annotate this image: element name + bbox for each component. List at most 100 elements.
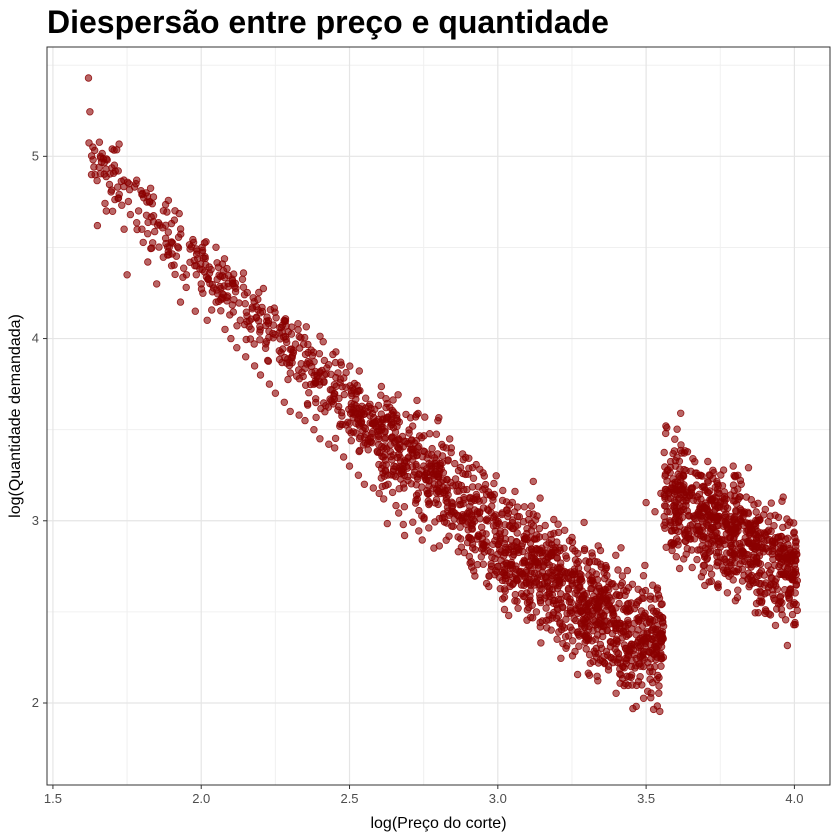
scatter-point — [636, 673, 644, 681]
scatter-point — [672, 508, 680, 516]
scatter-point — [451, 459, 459, 468]
scatter-point — [201, 260, 210, 269]
scatter-point — [395, 444, 403, 452]
scatter-point — [113, 183, 122, 191]
scatter-point — [488, 502, 496, 510]
scatter-point — [521, 573, 529, 582]
scatter-point — [524, 516, 533, 524]
scatter-point — [480, 472, 488, 480]
scatter-point — [488, 553, 496, 561]
scatter-point — [593, 558, 601, 566]
scatter-point — [761, 606, 770, 614]
scatter-point — [416, 432, 424, 440]
scatter-point — [125, 185, 134, 194]
scatter-point — [134, 207, 143, 215]
scatter-point — [438, 452, 447, 460]
scatter-point — [342, 368, 350, 377]
scatter-point — [520, 503, 529, 511]
scatter-point — [246, 335, 255, 343]
scatter-point — [599, 621, 607, 629]
scatter-point — [261, 344, 270, 352]
scatter-point — [446, 435, 454, 443]
scatter-point — [693, 555, 701, 564]
scatter-point — [280, 398, 288, 406]
scatter-point — [377, 382, 386, 391]
scatter-point — [553, 573, 561, 582]
scatter-point — [767, 499, 775, 507]
scatter-point — [648, 678, 657, 687]
scatter-point — [465, 552, 473, 561]
scatter-point — [580, 518, 588, 527]
scatter-point — [623, 600, 631, 608]
scatter-point — [731, 553, 739, 561]
scatter-point — [515, 568, 523, 576]
scatter-point — [663, 477, 671, 485]
scatter-point — [362, 394, 370, 402]
scatter-point — [107, 186, 116, 194]
scatter-point — [174, 244, 183, 252]
scatter-point — [208, 280, 216, 289]
scatter-point — [458, 517, 466, 525]
scatter-point — [203, 316, 211, 324]
scatter-point — [179, 264, 188, 272]
scatter-point — [747, 496, 755, 504]
scatter-point — [770, 522, 778, 530]
scatter-point — [621, 644, 630, 652]
scatter-point — [617, 581, 625, 590]
scatter-point — [768, 574, 776, 582]
scatter-point — [541, 521, 549, 530]
scatter-point — [647, 655, 655, 663]
scatter-point — [554, 520, 562, 528]
scatter-point — [305, 389, 313, 397]
scatter-point — [465, 507, 473, 515]
scatter-point — [729, 462, 737, 470]
scatter-point — [606, 620, 614, 628]
scatter-point — [499, 486, 507, 495]
y-tick-label: 4 — [32, 331, 39, 346]
scatter-point — [585, 558, 594, 567]
scatter-point — [320, 399, 328, 407]
x-tick-label: 2.0 — [192, 791, 210, 806]
scatter-point — [568, 580, 576, 588]
scatter-point — [783, 641, 792, 650]
scatter-point — [689, 455, 697, 463]
scatter-point — [233, 322, 241, 330]
scatter-point — [120, 225, 128, 233]
scatter-point — [467, 498, 475, 506]
scatter-point — [216, 272, 225, 281]
scatter-point — [509, 552, 517, 560]
scatter-point — [392, 463, 400, 471]
scatter-point — [668, 486, 676, 494]
scatter-point — [560, 544, 568, 552]
scatter-point — [629, 704, 637, 713]
scatter-point — [779, 493, 787, 501]
scatter-point — [354, 415, 362, 423]
scatter-point — [562, 554, 571, 562]
scatter-point — [577, 608, 585, 616]
scatter-point — [464, 526, 472, 534]
scatter-point — [170, 216, 179, 224]
scatter-point — [585, 671, 594, 679]
scatter-point — [334, 406, 342, 414]
scatter-point — [773, 605, 781, 613]
scatter-point — [186, 245, 194, 253]
scatter-point — [562, 592, 570, 600]
scatter-point — [609, 580, 617, 588]
scatter-point — [254, 295, 262, 304]
scatter-point — [587, 579, 595, 587]
scatter-point — [258, 307, 267, 316]
scatter-point — [377, 391, 385, 399]
scatter-point — [761, 531, 770, 540]
scatter-point — [604, 666, 613, 674]
scatter-point — [199, 254, 207, 262]
scatter-point — [221, 325, 229, 334]
scatter-point — [255, 288, 263, 297]
scatter-point — [557, 625, 566, 634]
x-tick-label: 3.5 — [637, 791, 655, 806]
scatter-point — [661, 494, 669, 503]
scatter-point — [489, 496, 497, 504]
scatter-point — [256, 328, 264, 336]
scatter-point — [661, 524, 669, 532]
scatter-point — [241, 353, 250, 361]
scatter-point — [354, 471, 363, 479]
